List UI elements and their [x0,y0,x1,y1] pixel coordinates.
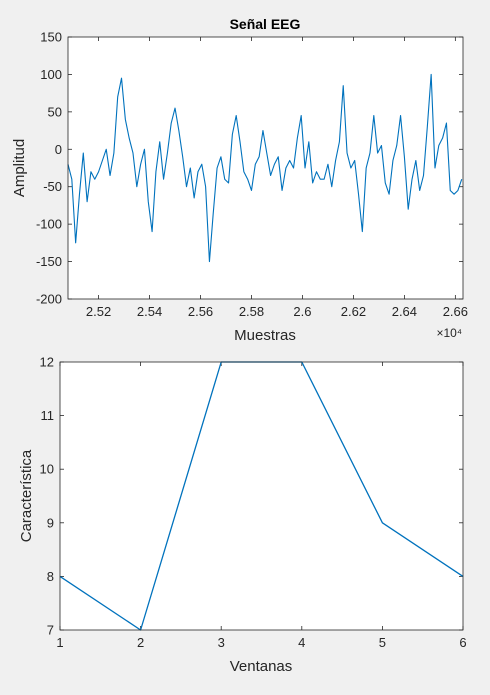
x-tick-label: 2.62 [341,304,366,319]
x-tick-label: 2.58 [239,304,264,319]
eeg-signal-chart: Señal EEG 2.52 2.54 2.56 2.58 2.6 2.62 2.64 2.6… [11,16,468,344]
y-tick-label: -150 [36,254,62,269]
plot-frame [67,36,464,300]
y-tick-label: 8 [47,569,54,584]
y-tick-label: 50 [48,104,62,119]
x-tick-label: 4 [298,635,305,650]
x-axis-label: Ventanas [230,658,293,675]
x-tick-label: 1 [56,635,63,650]
x-tick-label: 6 [459,635,466,650]
chart-title: Señal EEG [230,16,301,32]
y-tick-labels: 7 8 9 10 11 12 [40,355,54,638]
plot-area [60,362,463,630]
x-tick-label: 2.6 [293,304,311,319]
x-tick-labels: 2.52 2.54 2.56 2.58 2.6 2.62 2.64 2.66 [86,304,468,319]
plot-area [68,37,463,299]
x-tick-label: 2 [137,635,144,650]
x-tick-label: 2.56 [188,304,213,319]
x-tick-label: 2.64 [392,304,417,319]
x-tick-labels: 1 2 3 4 5 6 [56,635,466,650]
y-tick-label: 12 [40,355,54,370]
y-tick-label: 150 [40,30,62,45]
y-axis-label: Amplitud [11,139,28,197]
x-tick-label: 2.52 [86,304,111,319]
y-axis-label: Característica [18,449,35,542]
x-tick-label: 5 [379,635,386,650]
y-tick-label: 10 [40,462,54,477]
y-tick-label: 11 [41,408,55,423]
x-tick-label: 2.66 [443,304,468,319]
x-exponent-label: ×10⁴ [436,326,462,340]
y-tick-label: -50 [43,179,62,194]
x-axis-label: Muestras [234,327,296,344]
y-tick-labels: -200 -150 -100 -50 0 50 100 150 [36,30,62,307]
series-group [67,73,463,263]
y-tick-label: -200 [36,292,62,307]
y-tick-label: 9 [47,515,54,530]
series-line [67,73,463,263]
plot-frame [59,361,464,631]
x-tick-label: 3 [218,635,225,650]
y-tick-label: -100 [36,217,62,232]
y-tick-label: 0 [55,142,62,157]
y-tick-label: 7 [47,623,54,638]
y-tick-label: 100 [40,67,62,82]
x-tick-label: 2.54 [137,304,162,319]
